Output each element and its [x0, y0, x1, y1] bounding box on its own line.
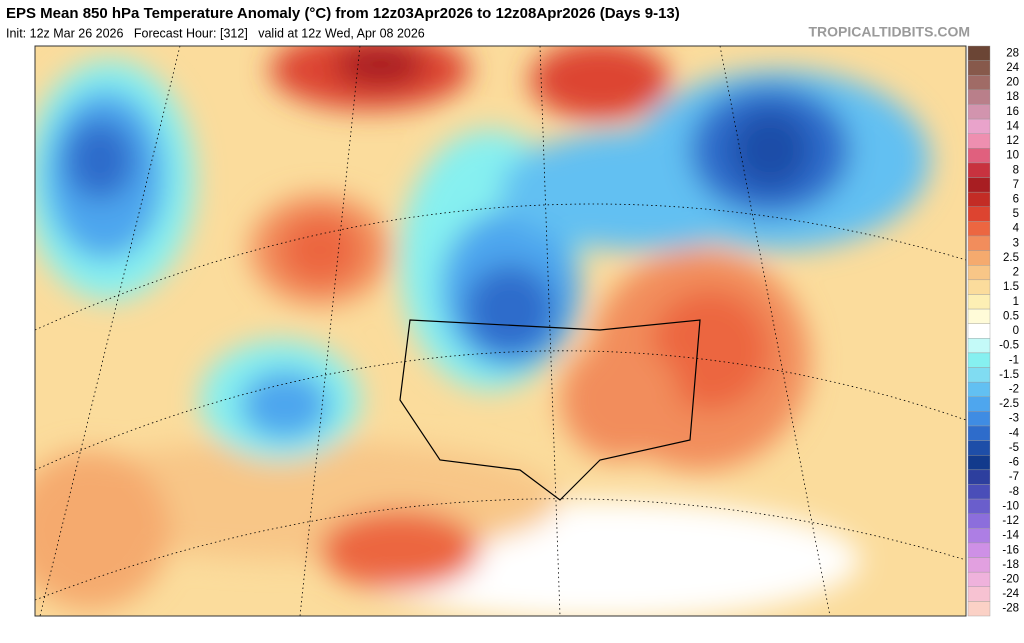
legend-label: -16	[1002, 544, 1019, 556]
legend-swatch	[967, 338, 991, 354]
legend-label: 24	[1006, 62, 1019, 74]
legend-label: 7	[1013, 179, 1019, 191]
legend-label: 0.5	[1003, 310, 1019, 322]
legend-label: -4	[1009, 427, 1020, 439]
legend-label: 6	[1013, 193, 1019, 205]
subtitle: Init: 12z Mar 26 2026 Forecast Hour: [31…	[6, 26, 425, 40]
legend-swatch	[967, 498, 991, 514]
legend-label: 2.5	[1003, 252, 1019, 264]
legend-label: 16	[1006, 106, 1019, 118]
legend-swatch	[967, 162, 991, 178]
title: EPS Mean 850 hPa Temperature Anomaly (°C…	[6, 5, 680, 22]
legend-swatch	[967, 469, 991, 485]
legend-label: -20	[1002, 573, 1019, 585]
legend-label: 14	[1006, 120, 1019, 132]
legend-label: 2	[1013, 267, 1019, 279]
legend-swatch	[967, 455, 991, 471]
legend-swatch	[967, 396, 991, 412]
legend-label: -2.5	[999, 398, 1019, 410]
legend-label: 5	[1013, 208, 1019, 220]
legend-swatch	[967, 104, 991, 120]
legend-swatch	[967, 411, 991, 427]
legend-label: -18	[1002, 559, 1019, 571]
legend-swatch	[967, 484, 991, 500]
legend-label: -0.5	[999, 340, 1019, 352]
legend-label: -6	[1009, 457, 1019, 469]
legend-swatch	[967, 425, 991, 441]
legend-swatch	[967, 352, 991, 368]
legend-swatch	[967, 60, 991, 76]
legend-swatch	[967, 381, 991, 397]
coastline	[399, 319, 701, 501]
legend-label: -10	[1002, 500, 1019, 512]
legend-label: 18	[1006, 91, 1019, 103]
legend-swatch	[967, 542, 991, 558]
legend-label: -24	[1002, 588, 1019, 600]
legend-swatch	[967, 133, 991, 149]
legend-swatch	[967, 265, 991, 281]
legend-swatch	[967, 191, 991, 207]
graticule	[35, 46, 966, 616]
legend-label: -12	[1002, 515, 1019, 527]
legend-swatch	[967, 206, 991, 222]
legend-swatch	[967, 279, 991, 295]
legend-label: -28	[1002, 603, 1019, 615]
legend-swatch	[967, 294, 991, 310]
legend-label: 4	[1013, 223, 1020, 235]
legend-label: 1	[1013, 296, 1019, 308]
legend-swatch	[967, 148, 991, 164]
legend-label: 28	[1006, 47, 1019, 59]
legend-label: -5	[1009, 442, 1019, 454]
legend-swatch	[967, 323, 991, 339]
legend-label: 12	[1006, 135, 1019, 147]
legend-swatch	[967, 308, 991, 324]
legend-swatch	[967, 118, 991, 134]
legend-swatch	[967, 221, 991, 237]
legend-label: 0	[1013, 325, 1019, 337]
legend-swatch	[967, 177, 991, 193]
legend-swatch	[967, 440, 991, 456]
legend-label: 10	[1006, 150, 1019, 162]
source-credit: TROPICALTIDBITS.COM	[808, 24, 970, 40]
legend-label: 20	[1006, 77, 1019, 89]
legend-swatch	[967, 45, 991, 61]
legend-label: 1.5	[1003, 281, 1019, 293]
legend-swatch	[967, 367, 991, 383]
legend-swatch	[967, 75, 991, 91]
legend-label: -7	[1009, 471, 1019, 483]
legend-swatch	[967, 557, 991, 573]
legend-swatch	[967, 513, 991, 529]
map-border	[34, 45, 967, 617]
legend-label: 3	[1013, 237, 1019, 249]
legend-swatch	[967, 89, 991, 105]
legend-swatch	[967, 571, 991, 587]
map	[35, 46, 966, 616]
legend-swatch	[967, 250, 991, 266]
legend-label: -3	[1009, 413, 1019, 425]
legend-label: -2	[1009, 383, 1019, 395]
legend-label: -1.5	[999, 369, 1019, 381]
legend-label: -8	[1009, 486, 1019, 498]
legend: 28 24 20 18 16 14 12 10 8 7 6 5 4 3 2.5 2 1.5 1 0.5 0 -0.5 -1…	[967, 45, 1020, 617]
legend-label: -14	[1002, 530, 1019, 542]
legend-swatch	[967, 528, 991, 544]
legend-swatch	[967, 586, 991, 602]
legend-swatch	[967, 235, 991, 251]
legend-label: -1	[1009, 354, 1019, 366]
legend-label: 8	[1013, 164, 1019, 176]
legend-swatch	[967, 601, 991, 617]
